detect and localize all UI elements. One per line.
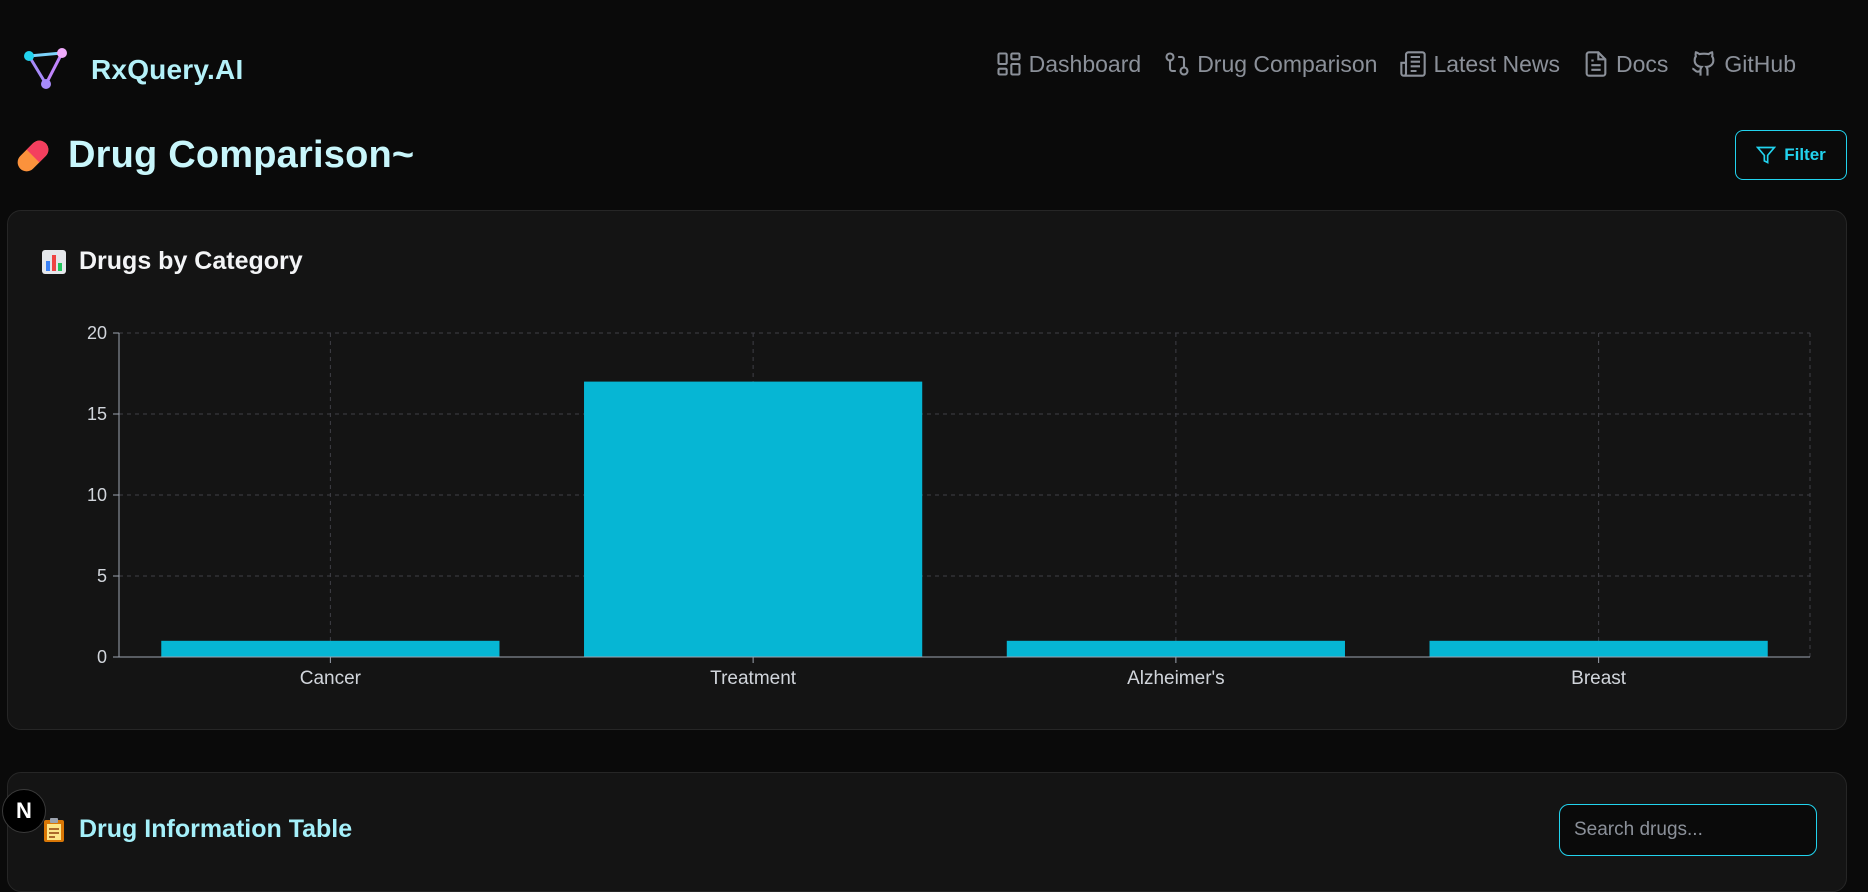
main-nav: Dashboard Drug Comparison Latest News Do… <box>973 50 1796 78</box>
y-tick-label: 20 <box>87 323 107 343</box>
y-tick-label: 5 <box>97 566 107 586</box>
x-tick-label: Alzheimer's <box>1127 668 1225 689</box>
top-navigation-bar: RxQuery.AI Dashboard Drug Comparison Lat… <box>0 0 1868 130</box>
clipboard-icon <box>44 817 64 842</box>
filter-button-label: Filter <box>1784 145 1826 164</box>
nav-dashboard-label: Dashboard <box>1028 50 1142 77</box>
nav-drug-comparison-label: Drug Comparison <box>1197 50 1378 77</box>
pill-icon <box>17 140 49 171</box>
chart-card-heading: Drugs by Category <box>41 247 303 276</box>
x-tick-label: Breast <box>1571 668 1627 689</box>
chart-card-title: Drugs by Category <box>79 247 303 275</box>
page-title-text: Drug Comparison~ <box>68 134 415 176</box>
bar-alzheimers <box>1006 640 1345 657</box>
filter-icon <box>1756 146 1777 164</box>
bar-chart: 0 5 10 15 20 Cancer Treatment Alzheimer's Breast <box>87 323 1811 689</box>
nav-dashboard[interactable]: Dashboard <box>995 50 1142 78</box>
bar-chart-icon <box>42 249 66 274</box>
bar-breast <box>1429 640 1768 657</box>
drug-information-table-card: Drug Information Table <box>7 772 1847 892</box>
x-tick-label: Cancer <box>300 668 362 689</box>
molecule-logo-icon <box>24 48 67 89</box>
nav-docs-label: Docs <box>1616 50 1669 77</box>
nav-drug-comparison[interactable]: Drug Comparison <box>1163 50 1377 78</box>
nav-github[interactable]: GitHub <box>1690 50 1796 78</box>
nav-latest-news-label: Latest News <box>1433 50 1560 77</box>
bar-cancer <box>161 640 500 657</box>
next-badge-label: N <box>16 798 32 823</box>
next-dev-badge[interactable]: N <box>2 789 46 833</box>
y-tick-label: 0 <box>97 647 107 667</box>
nav-latest-news[interactable]: Latest News <box>1399 50 1560 78</box>
brand[interactable]: RxQuery.AI <box>22 46 243 94</box>
table-card-title: Drug Information Table <box>79 815 353 843</box>
newspaper-icon <box>1400 51 1427 77</box>
y-tick-label: 10 <box>87 485 107 505</box>
table-card-heading: Drug Information Table <box>41 815 352 844</box>
drugs-by-category-card: Drugs by Category 0 5 10 15 20 Cancer Treatmen… <box>7 210 1847 730</box>
search-input[interactable] <box>1559 804 1817 856</box>
git-compare-icon <box>1165 52 1189 76</box>
page-title: Drug Comparison~ <box>12 134 414 177</box>
filter-button[interactable]: Filter <box>1735 130 1847 180</box>
brand-name: RxQuery.AI <box>91 54 244 85</box>
dashboard-icon <box>997 52 1021 76</box>
document-icon <box>1585 51 1607 77</box>
nav-docs[interactable]: Docs <box>1582 50 1668 78</box>
y-tick-label: 15 <box>87 404 107 424</box>
nav-github-label: GitHub <box>1724 50 1796 77</box>
bar-treatment <box>584 381 923 657</box>
x-tick-label: Treatment <box>710 668 797 689</box>
github-icon <box>1692 51 1715 76</box>
